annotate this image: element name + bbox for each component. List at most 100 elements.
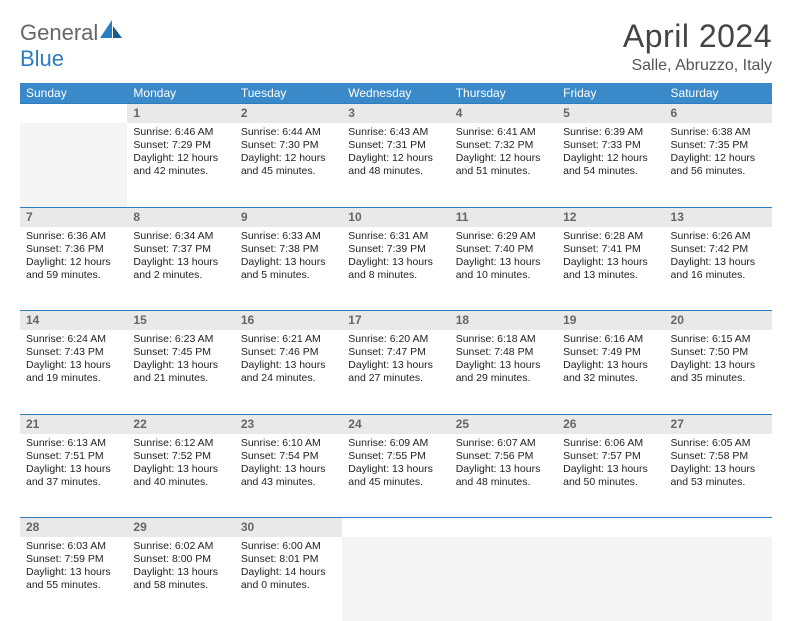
daylight-text: Daylight: 13 hours [133, 463, 228, 476]
daylight-text: Daylight: 13 hours [348, 359, 443, 372]
day-number-cell: 18 [450, 311, 557, 331]
weekday-header-row: Sunday Monday Tuesday Wednesday Thursday… [20, 83, 772, 104]
day-content-cell [557, 537, 664, 621]
day-number-cell: 3 [342, 104, 449, 124]
day-number-cell [450, 518, 557, 538]
logo-text: GeneralBlue [20, 18, 124, 72]
logo-sail-icon [98, 18, 124, 40]
daylight-text: and 40 minutes. [133, 476, 228, 489]
day-content-row: Sunrise: 6:24 AMSunset: 7:43 PMDaylight:… [20, 330, 772, 414]
day-content-cell [450, 537, 557, 621]
day-number: 3 [348, 106, 355, 120]
day-number: 28 [26, 520, 39, 534]
sunrise-text: Sunrise: 6:00 AM [241, 540, 336, 553]
daylight-text: Daylight: 13 hours [26, 566, 121, 579]
day-number-cell: 24 [342, 414, 449, 434]
sunrise-text: Sunrise: 6:38 AM [671, 126, 766, 139]
day-number-cell: 21 [20, 414, 127, 434]
day-number-cell: 23 [235, 414, 342, 434]
daylight-text: Daylight: 13 hours [671, 359, 766, 372]
daylight-text: and 27 minutes. [348, 372, 443, 385]
day-number: 10 [348, 210, 361, 224]
day-content-cell: Sunrise: 6:43 AMSunset: 7:31 PMDaylight:… [342, 123, 449, 207]
day-number-cell: 28 [20, 518, 127, 538]
day-number: 19 [563, 313, 576, 327]
daylight-text: and 13 minutes. [563, 269, 658, 282]
sunset-text: Sunset: 7:59 PM [26, 553, 121, 566]
daylight-text: Daylight: 12 hours [456, 152, 551, 165]
daylight-text: Daylight: 13 hours [671, 463, 766, 476]
sunrise-text: Sunrise: 6:21 AM [241, 333, 336, 346]
day-content-cell [342, 537, 449, 621]
day-content-cell: Sunrise: 6:38 AMSunset: 7:35 PMDaylight:… [665, 123, 772, 207]
day-number-cell: 20 [665, 311, 772, 331]
sunset-text: Sunset: 7:55 PM [348, 450, 443, 463]
day-content-row: Sunrise: 6:36 AMSunset: 7:36 PMDaylight:… [20, 227, 772, 311]
sunset-text: Sunset: 8:00 PM [133, 553, 228, 566]
daylight-text: Daylight: 12 hours [563, 152, 658, 165]
sunset-text: Sunset: 7:50 PM [671, 346, 766, 359]
day-number-cell: 12 [557, 207, 664, 227]
day-number-cell: 8 [127, 207, 234, 227]
daylight-text: and 54 minutes. [563, 165, 658, 178]
day-number: 15 [133, 313, 146, 327]
day-number-cell: 22 [127, 414, 234, 434]
day-content-cell [665, 537, 772, 621]
daylight-text: Daylight: 13 hours [26, 359, 121, 372]
sunset-text: Sunset: 7:36 PM [26, 243, 121, 256]
day-number-row: 21222324252627 [20, 414, 772, 434]
day-number-row: 78910111213 [20, 207, 772, 227]
weekday-header: Thursday [450, 83, 557, 104]
sunset-text: Sunset: 7:31 PM [348, 139, 443, 152]
daylight-text: and 2 minutes. [133, 269, 228, 282]
day-number-cell: 7 [20, 207, 127, 227]
sunrise-text: Sunrise: 6:33 AM [241, 230, 336, 243]
daylight-text: Daylight: 13 hours [456, 256, 551, 269]
daylight-text: and 56 minutes. [671, 165, 766, 178]
day-number: 29 [133, 520, 146, 534]
logo-part2: Blue [20, 46, 64, 71]
day-number: 25 [456, 417, 469, 431]
sunrise-text: Sunrise: 6:46 AM [133, 126, 228, 139]
day-number-cell: 17 [342, 311, 449, 331]
daylight-text: and 43 minutes. [241, 476, 336, 489]
daylight-text: Daylight: 13 hours [133, 359, 228, 372]
day-content-cell: Sunrise: 6:16 AMSunset: 7:49 PMDaylight:… [557, 330, 664, 414]
day-number-cell: 6 [665, 104, 772, 124]
sunrise-text: Sunrise: 6:07 AM [456, 437, 551, 450]
daylight-text: and 0 minutes. [241, 579, 336, 592]
day-number: 20 [671, 313, 684, 327]
sunset-text: Sunset: 7:33 PM [563, 139, 658, 152]
day-number-cell: 1 [127, 104, 234, 124]
daylight-text: Daylight: 13 hours [671, 256, 766, 269]
daylight-text: and 48 minutes. [348, 165, 443, 178]
logo: GeneralBlue [20, 18, 124, 72]
sunset-text: Sunset: 7:29 PM [133, 139, 228, 152]
day-number-row: 123456 [20, 104, 772, 124]
day-content-cell: Sunrise: 6:02 AMSunset: 8:00 PMDaylight:… [127, 537, 234, 621]
sunrise-text: Sunrise: 6:15 AM [671, 333, 766, 346]
day-content-row: Sunrise: 6:03 AMSunset: 7:59 PMDaylight:… [20, 537, 772, 621]
day-number-cell: 5 [557, 104, 664, 124]
day-number: 18 [456, 313, 469, 327]
day-number-cell: 19 [557, 311, 664, 331]
weekday-header: Wednesday [342, 83, 449, 104]
sunrise-text: Sunrise: 6:13 AM [26, 437, 121, 450]
daylight-text: and 24 minutes. [241, 372, 336, 385]
daylight-text: Daylight: 13 hours [133, 566, 228, 579]
day-number-cell: 25 [450, 414, 557, 434]
day-number: 30 [241, 520, 254, 534]
daylight-text: and 19 minutes. [26, 372, 121, 385]
day-number: 7 [26, 210, 33, 224]
day-number-cell: 30 [235, 518, 342, 538]
daylight-text: and 16 minutes. [671, 269, 766, 282]
daylight-text: Daylight: 12 hours [348, 152, 443, 165]
daylight-text: Daylight: 13 hours [563, 463, 658, 476]
day-content-cell: Sunrise: 6:10 AMSunset: 7:54 PMDaylight:… [235, 434, 342, 518]
daylight-text: Daylight: 12 hours [133, 152, 228, 165]
daylight-text: and 45 minutes. [241, 165, 336, 178]
daylight-text: Daylight: 13 hours [456, 359, 551, 372]
weekday-header: Sunday [20, 83, 127, 104]
day-number: 12 [563, 210, 576, 224]
weekday-header: Tuesday [235, 83, 342, 104]
